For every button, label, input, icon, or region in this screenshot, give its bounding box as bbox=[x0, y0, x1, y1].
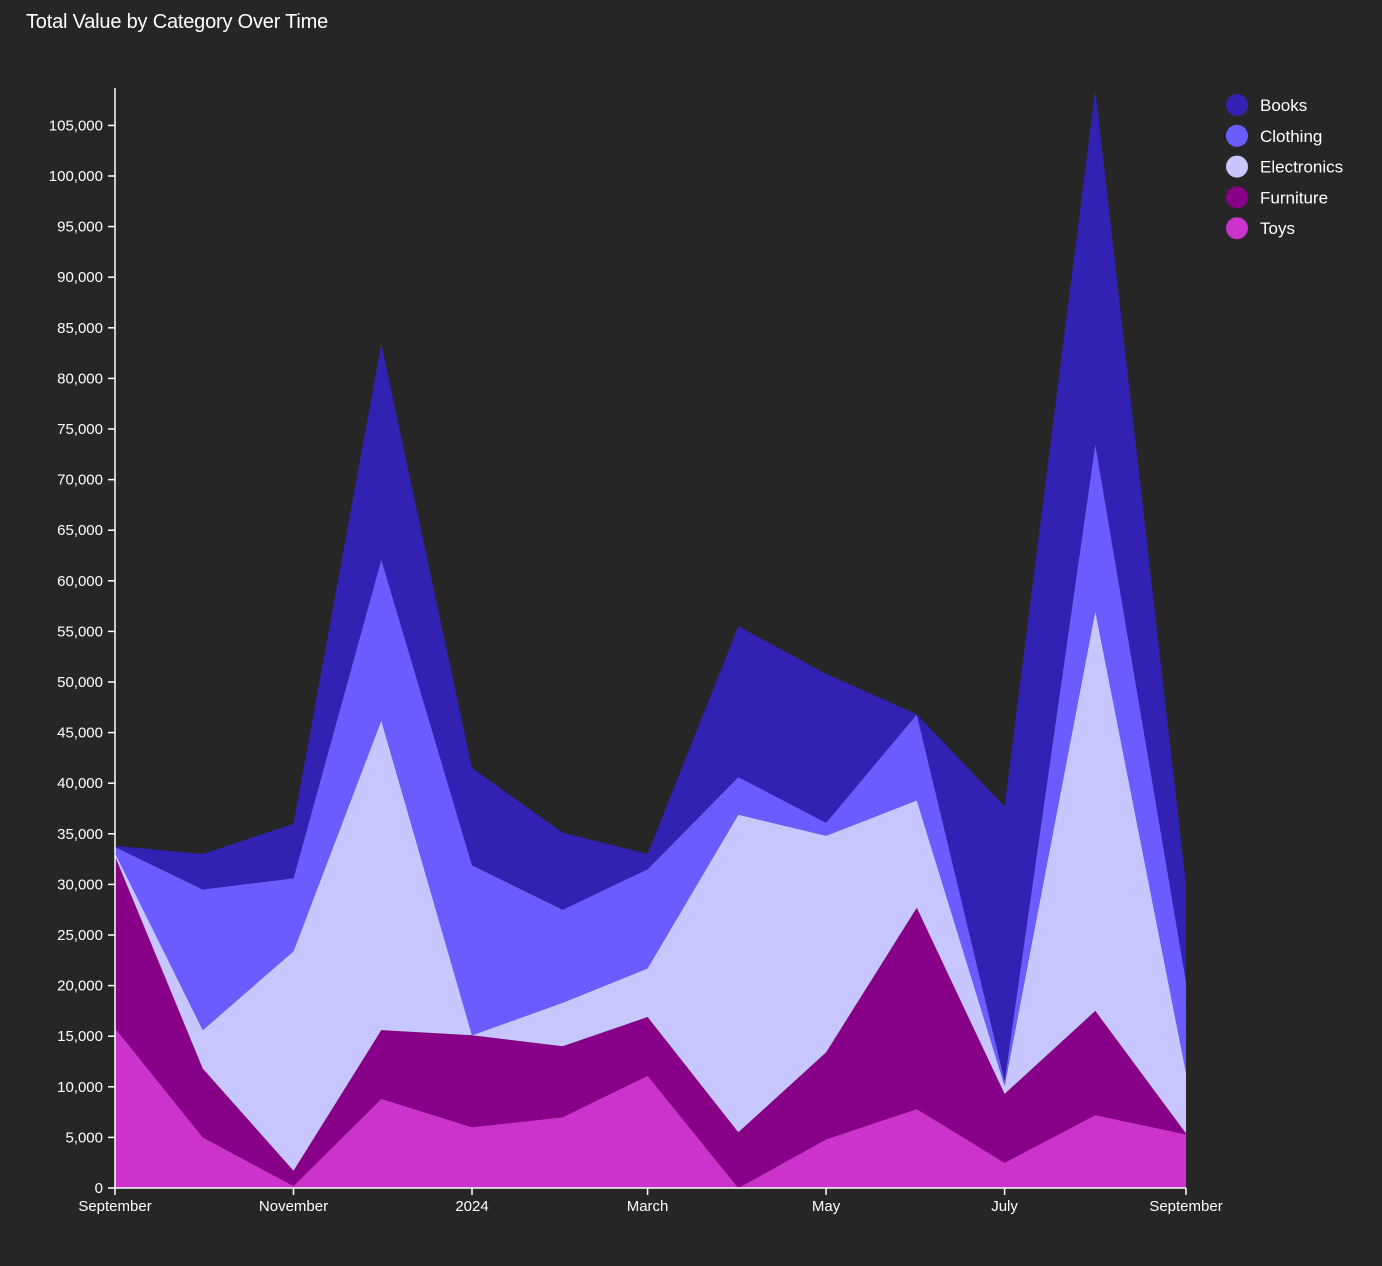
y-tick-label: 5,000 bbox=[65, 1129, 103, 1146]
x-tick-label: September bbox=[78, 1198, 151, 1215]
area-electronics bbox=[115, 611, 1186, 1171]
x-tick-label: November bbox=[259, 1198, 328, 1215]
x-axis: September November 2024 March May July Septemb… bbox=[78, 1187, 1223, 1215]
y-tick-label: 45,000 bbox=[57, 725, 103, 742]
legend-item-clothing[interactable]: Clothing bbox=[1226, 124, 1322, 147]
y-tick-label: 70,000 bbox=[57, 472, 103, 489]
legend-label: Furniture bbox=[1260, 188, 1328, 207]
legend-swatch bbox=[1226, 186, 1248, 209]
y-tick-label: 0 bbox=[95, 1180, 103, 1197]
y-tick-label: 90,000 bbox=[57, 269, 103, 286]
legend-item-furniture[interactable]: Furniture bbox=[1226, 186, 1328, 209]
legend-label: Toys bbox=[1260, 219, 1295, 238]
areas-layer bbox=[115, 90, 1186, 1188]
x-tick-label: March bbox=[627, 1198, 669, 1215]
y-tick-label: 95,000 bbox=[57, 219, 103, 236]
legend-label: Electronics bbox=[1260, 158, 1343, 177]
area-toys bbox=[115, 1028, 1186, 1188]
y-tick-label: 40,000 bbox=[57, 775, 103, 792]
y-tick-label: 75,000 bbox=[57, 421, 103, 438]
y-tick-label: 80,000 bbox=[57, 370, 103, 387]
legend-item-toys[interactable]: Toys bbox=[1226, 217, 1295, 240]
legend-swatch bbox=[1226, 124, 1248, 147]
y-tick-label: 30,000 bbox=[57, 876, 103, 893]
x-tick-label: 2024 bbox=[455, 1198, 488, 1215]
legend: Books Clothing Electronics Furniture Toys bbox=[1226, 94, 1343, 240]
legend-item-electronics[interactable]: Electronics bbox=[1226, 155, 1343, 178]
y-tick-label: 10,000 bbox=[57, 1079, 103, 1096]
x-tick-label: September bbox=[1149, 1198, 1222, 1215]
y-axis: 0 5,000 10,000 15,000 20,000 25,000 30,000 35,0… bbox=[49, 88, 116, 1197]
y-tick-label: 20,000 bbox=[57, 978, 103, 995]
y-tick-label: 15,000 bbox=[57, 1028, 103, 1045]
y-tick-label: 60,000 bbox=[57, 573, 103, 590]
y-tick-label: 55,000 bbox=[57, 623, 103, 640]
y-tick-label: 105,000 bbox=[49, 117, 103, 134]
x-tick-label: May bbox=[812, 1198, 841, 1215]
y-tick-label: 50,000 bbox=[57, 674, 103, 691]
y-tick-label: 100,000 bbox=[49, 168, 103, 185]
x-tick-label: July bbox=[991, 1198, 1018, 1215]
y-tick-label: 35,000 bbox=[57, 826, 103, 843]
legend-swatch bbox=[1226, 155, 1248, 178]
area-furniture bbox=[115, 856, 1186, 1188]
legend-swatch bbox=[1226, 217, 1248, 240]
chart-title: Total Value by Category Over Time bbox=[26, 11, 329, 33]
y-tick-label: 65,000 bbox=[57, 522, 103, 539]
y-tick-label: 25,000 bbox=[57, 927, 103, 944]
legend-item-books[interactable]: Books bbox=[1226, 94, 1307, 116]
y-tick-label: 85,000 bbox=[57, 320, 103, 337]
area-clothing bbox=[115, 444, 1186, 1086]
legend-swatch bbox=[1226, 94, 1248, 116]
legend-label: Books bbox=[1260, 96, 1307, 115]
legend-label: Clothing bbox=[1260, 127, 1322, 146]
